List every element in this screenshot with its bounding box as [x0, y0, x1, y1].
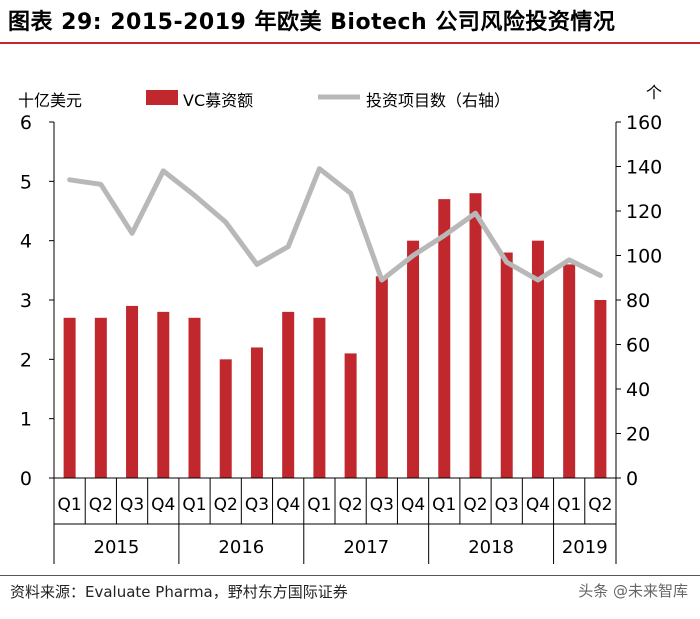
- x-tick-label: Q4: [151, 495, 175, 515]
- x-tick-label: Q1: [307, 495, 331, 515]
- bar-vc-17: [594, 300, 607, 478]
- chart-title: 图表 29: 2015-2019 年欧美 Biotech 公司风险投资情况: [8, 10, 616, 35]
- right-axis-tick-label: 140: [626, 157, 662, 179]
- source-note: 资料来源：Evaluate Pharma，野村东方国际证券: [10, 583, 348, 601]
- x-tick-label: Q2: [588, 495, 612, 515]
- bar-vc-5: [219, 359, 232, 478]
- x-tick-label: Q2: [89, 495, 113, 515]
- right-axis-tick-label: 80: [626, 290, 650, 312]
- left-axis-tick-label: 0: [20, 468, 32, 490]
- x-tick-label: Q2: [339, 495, 363, 515]
- footer-divider: [0, 575, 700, 576]
- left-axis-tick-label: 6: [20, 112, 32, 134]
- chart-area: 十亿美元 VC募资额 投资项目数（右轴） 个 01234560204060801…: [18, 83, 662, 564]
- right-axis-tick-label: 160: [626, 112, 662, 134]
- x-tick-label: Q4: [276, 495, 300, 515]
- legend-bar-label: VC募资额: [183, 91, 253, 110]
- right-axis-tick-label: 0: [626, 468, 638, 490]
- bar-vc-16: [563, 264, 576, 478]
- right-axis-tick-label: 120: [626, 201, 662, 223]
- right-axis-unit: 个: [646, 83, 662, 102]
- legend-line-label: 投资项目数（右轴）: [366, 91, 510, 110]
- chart-legend: 十亿美元 VC募资额 投资项目数（右轴） 个: [18, 83, 662, 110]
- bar-vc-14: [500, 252, 513, 478]
- x-tick-label: Q3: [245, 495, 269, 515]
- bar-vc-8: [313, 317, 326, 478]
- left-axis-unit: 十亿美元: [18, 91, 82, 110]
- title-divider: [0, 42, 700, 44]
- x-tick-label: Q3: [495, 495, 519, 515]
- x-year-label: 2019: [562, 537, 608, 558]
- x-year-label: 2015: [94, 537, 140, 558]
- right-axis-tick-label: 60: [626, 335, 650, 357]
- line-deal-count: [67, 166, 603, 283]
- left-axis-tick-label: 1: [20, 409, 32, 431]
- x-tick-label: Q4: [526, 495, 550, 515]
- bar-vc-11: [407, 240, 420, 478]
- bar-vc-0: [63, 317, 76, 478]
- bar-vc-6: [250, 347, 263, 478]
- bar-vc-4: [188, 317, 201, 478]
- bar-vc-12: [438, 199, 451, 478]
- left-axis-tick-label: 4: [20, 231, 32, 253]
- right-axis-tick-label: 20: [626, 424, 650, 446]
- x-tick-label: Q4: [401, 495, 425, 515]
- x-tick-label: Q1: [432, 495, 456, 515]
- legend-bar-swatch: [146, 90, 178, 105]
- x-tick-label: Q3: [370, 495, 394, 515]
- right-axis-tick-label: 100: [626, 246, 662, 268]
- bar-vc-13: [469, 193, 482, 478]
- left-axis-tick-label: 3: [20, 290, 32, 312]
- watermark: 头条 @未来智库: [578, 582, 688, 600]
- x-tick-label: Q1: [557, 495, 581, 515]
- bar-vc-15: [531, 240, 544, 478]
- x-year-label: 2018: [468, 537, 514, 558]
- right-axis-tick-label: 40: [626, 379, 650, 401]
- x-tick-label: Q2: [214, 495, 238, 515]
- left-axis-tick-label: 5: [20, 171, 32, 193]
- x-tick-label: Q1: [58, 495, 82, 515]
- left-axis-tick-label: 2: [20, 349, 32, 371]
- bar-vc-2: [126, 305, 139, 478]
- bar-vc-1: [94, 317, 107, 478]
- x-tick-label: Q3: [120, 495, 144, 515]
- bar-vc-7: [282, 311, 295, 478]
- bar-vc-9: [344, 353, 357, 478]
- bar-vc-3: [157, 311, 170, 478]
- x-year-label: 2017: [343, 537, 389, 558]
- x-year-label: 2016: [218, 537, 264, 558]
- x-tick-label: Q1: [182, 495, 206, 515]
- x-tick-label: Q2: [463, 495, 487, 515]
- bar-vc-10: [375, 276, 388, 478]
